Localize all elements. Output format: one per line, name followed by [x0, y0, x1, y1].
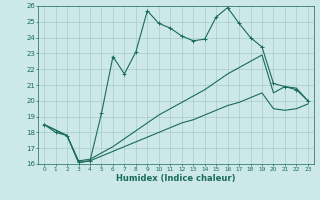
X-axis label: Humidex (Indice chaleur): Humidex (Indice chaleur) — [116, 174, 236, 183]
